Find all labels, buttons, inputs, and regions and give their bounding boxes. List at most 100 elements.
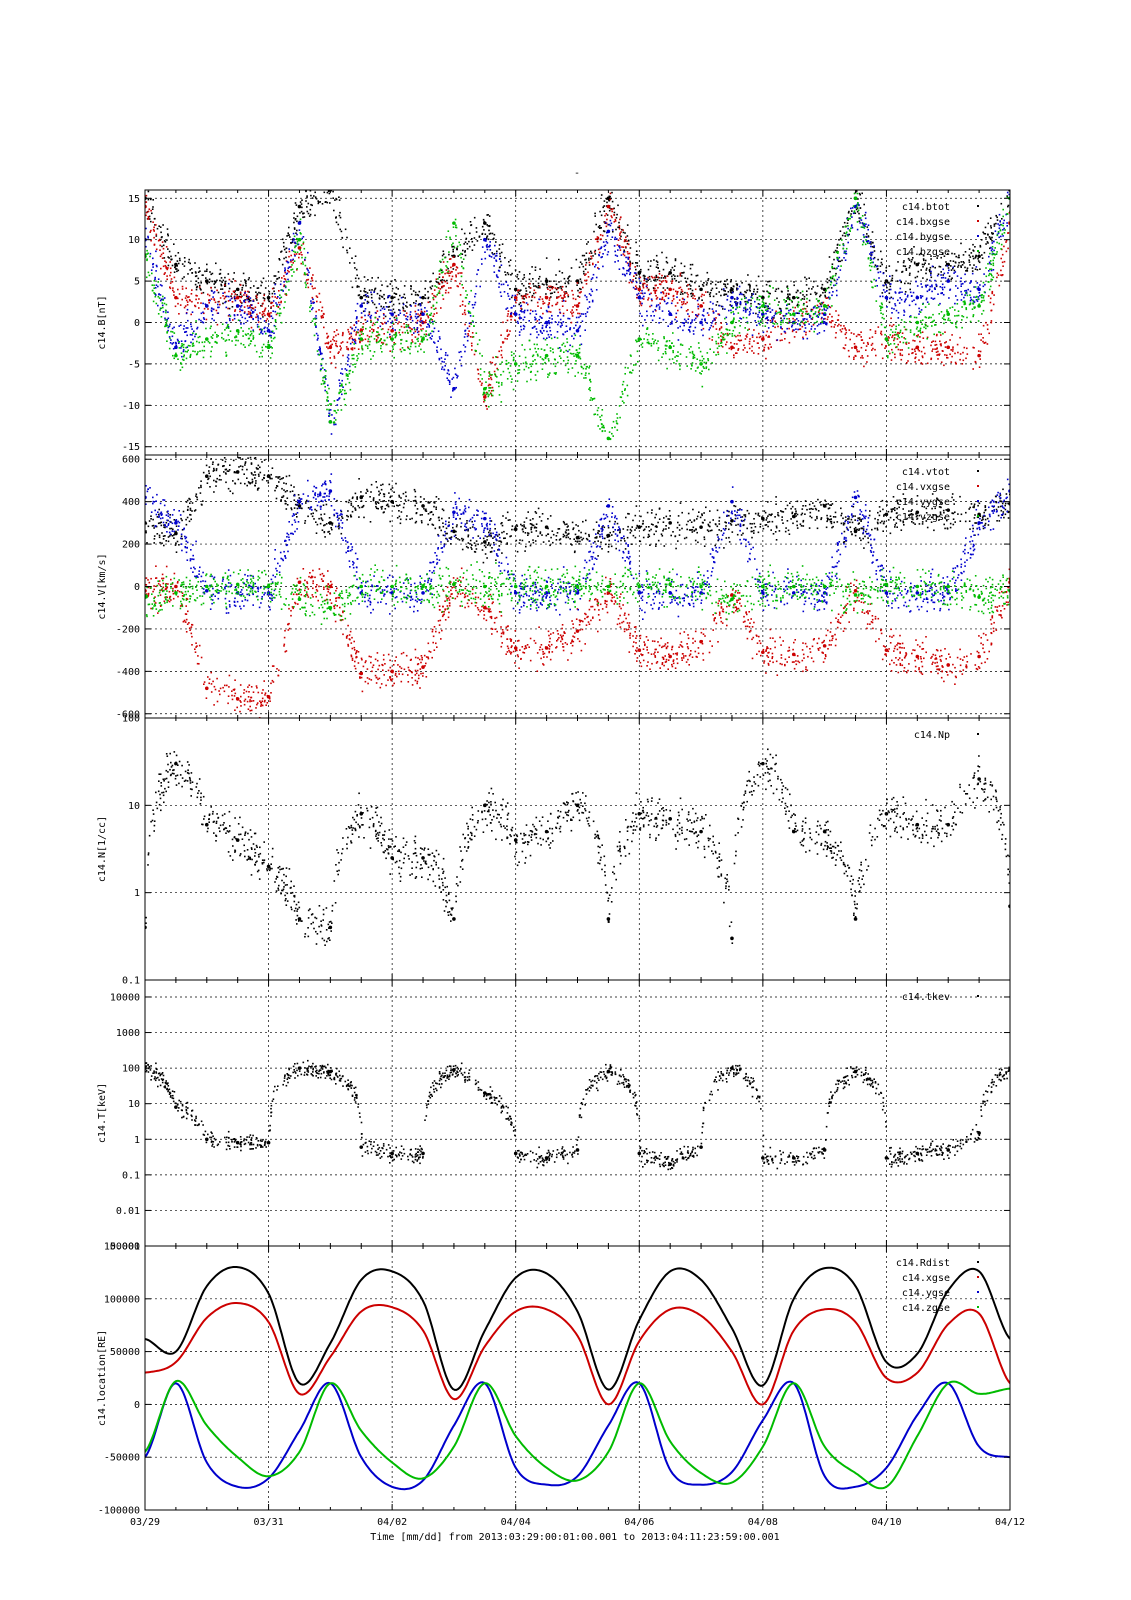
point-c14.Np-26 <box>946 822 951 827</box>
point-c14.vzgse-13 <box>544 584 549 589</box>
point-c14.tkev-1 <box>174 1105 178 1109</box>
y-tick-label-V-4: 200 <box>122 540 140 551</box>
point-c14.vzgse-25 <box>915 584 920 589</box>
point-c14.tkev-24 <box>884 1156 889 1160</box>
series-c14.xgse <box>145 1302 1010 1406</box>
point-c14.vzgse-24 <box>884 582 889 587</box>
point-c14.bygse-13 <box>544 320 549 325</box>
point-c14.Np-5 <box>297 917 302 921</box>
point-c14.bzgse-27 <box>977 304 981 308</box>
point-c14.bygse-19 <box>730 295 734 300</box>
legend-entry-c14.bxgse: c14.bxgse <box>896 217 950 228</box>
data-B <box>145 190 1010 441</box>
point-c14.btot-14 <box>575 279 580 283</box>
point-c14.btot-20 <box>761 295 765 300</box>
point-c14.tkev-14 <box>575 1148 580 1152</box>
point-c14.bxgse-13 <box>544 295 549 300</box>
point-c14.vxgse-1 <box>174 584 178 589</box>
x-tick-label-1: 03/31 <box>254 1517 284 1528</box>
point-c14.Np-23 <box>853 917 858 921</box>
x-tick-label-7: 04/12 <box>995 1517 1025 1528</box>
point-c14.Np-10 <box>452 917 456 921</box>
point-c14.vtot-11 <box>483 540 487 544</box>
legend-N: c14.Np <box>914 730 979 741</box>
legend-entry-c14.xgse: c14.xgse <box>902 1273 950 1284</box>
point-c14.Np-21 <box>791 829 796 834</box>
point-c14.tkev-11 <box>483 1091 487 1095</box>
y-tick-label-T-7: 10000 <box>110 992 140 1003</box>
point-c14.Np-6 <box>328 925 333 930</box>
point-c14.vxgse-23 <box>853 588 858 593</box>
y-tick-label-N-1: 1 <box>134 888 140 899</box>
legend-marker-c14.vygse <box>977 500 979 502</box>
data-T <box>145 1059 1010 1171</box>
point-c14.bygse-5 <box>297 221 302 225</box>
point-c14.vygse-12 <box>513 591 518 595</box>
y-axis-label-B: c14.B[nT] <box>97 295 108 349</box>
point-c14.vtot-10 <box>452 529 456 534</box>
point-c14.bxgse-14 <box>575 304 580 308</box>
point-c14.bygse-16 <box>637 295 642 300</box>
point-c14.vxgse-7 <box>359 671 364 676</box>
point-c14.vzgse-3 <box>235 582 240 587</box>
point-c14.Np-4 <box>266 864 271 869</box>
point-c14.vtot-3 <box>235 470 240 474</box>
point-c14.vygse-27 <box>977 521 981 525</box>
point-c14.tkev-16 <box>637 1151 642 1156</box>
point-c14.btot-5 <box>297 204 302 209</box>
y-tick-label-B-6: 15 <box>128 194 140 205</box>
point-c14.bxgse-11 <box>483 395 487 399</box>
point-c14.vzgse-9 <box>421 584 425 589</box>
point-c14.vzgse-12 <box>513 584 518 589</box>
point-c14.tkev-15 <box>606 1069 611 1074</box>
legend-marker-c14.bygse <box>977 235 979 237</box>
point-c14.bzgse-8 <box>390 337 394 341</box>
x-tick-label-6: 04/10 <box>871 1517 901 1528</box>
y-axis-label-T: c14.T[keV] <box>97 1083 108 1143</box>
y-tick-label-location-3: 50000 <box>110 1347 140 1358</box>
y-tick-label-V-0: -600 <box>116 709 140 720</box>
point-c14.vzgse-18 <box>699 584 703 589</box>
point-c14.vzgse-15 <box>606 584 611 589</box>
y-tick-label-T-4: 10 <box>128 1099 140 1110</box>
point-c14.bygse-27 <box>977 287 981 292</box>
point-c14.bxgse-12 <box>513 295 518 300</box>
y-axis-label-N: c14.N[1/cc] <box>97 816 108 882</box>
legend-entry-c14.Rdist: c14.Rdist <box>896 1258 950 1269</box>
point-c14.tkev-5 <box>297 1066 302 1070</box>
y-tick-label-B-1: -10 <box>122 401 140 412</box>
point-c14.bxgse-26 <box>946 345 951 350</box>
legend-B: c14.btot c14.bxgse c14.bygse c14.bzgse <box>896 202 979 258</box>
point-c14.tkev-2 <box>204 1137 209 1142</box>
point-c14.tkev-7 <box>359 1145 364 1149</box>
point-c14.vxgse-5 <box>297 580 302 585</box>
point-c14.bxgse-17 <box>668 287 672 292</box>
x-axis-label: Time [mm/dd] from 2013:03:29:00:01:00.00… <box>370 1532 779 1543</box>
point-c14.vygse-16 <box>637 591 642 595</box>
point-c14.Np-18 <box>699 829 703 834</box>
point-c14.vxgse-2 <box>204 686 209 691</box>
y-tick-label-T-1: 0.01 <box>116 1206 140 1217</box>
point-c14.btot-16 <box>637 271 642 275</box>
point-c14.vtot-21 <box>791 514 796 519</box>
series-c14.Rdist <box>145 1266 1010 1391</box>
point-c14.Np-19 <box>730 936 734 941</box>
point-c14.vtot-19 <box>730 518 734 523</box>
point-c14.Np-24 <box>884 811 889 816</box>
point-c14.btot-25 <box>915 262 920 267</box>
data-V <box>145 456 1010 718</box>
point-c14.bzgse-21 <box>791 312 796 317</box>
point-c14.bxgse-10 <box>452 262 456 267</box>
x-tick-label-5: 04/08 <box>748 1517 778 1528</box>
point-c14.bxgse-20 <box>761 337 765 341</box>
point-c14.tkev-20 <box>761 1156 765 1160</box>
point-c14.bygse-24 <box>884 295 889 300</box>
point-c14.Np-2 <box>204 822 209 827</box>
legend-location: c14.Rdist c14.xgse c14.ygse c14.zgse <box>896 1258 979 1314</box>
legend-marker-c14.btot <box>977 205 979 207</box>
point-c14.vxgse-24 <box>884 648 889 652</box>
point-c14.vzgse-27 <box>977 595 981 599</box>
series-c14.vzgse <box>145 561 1010 625</box>
point-c14.bxgse-5 <box>297 246 302 250</box>
